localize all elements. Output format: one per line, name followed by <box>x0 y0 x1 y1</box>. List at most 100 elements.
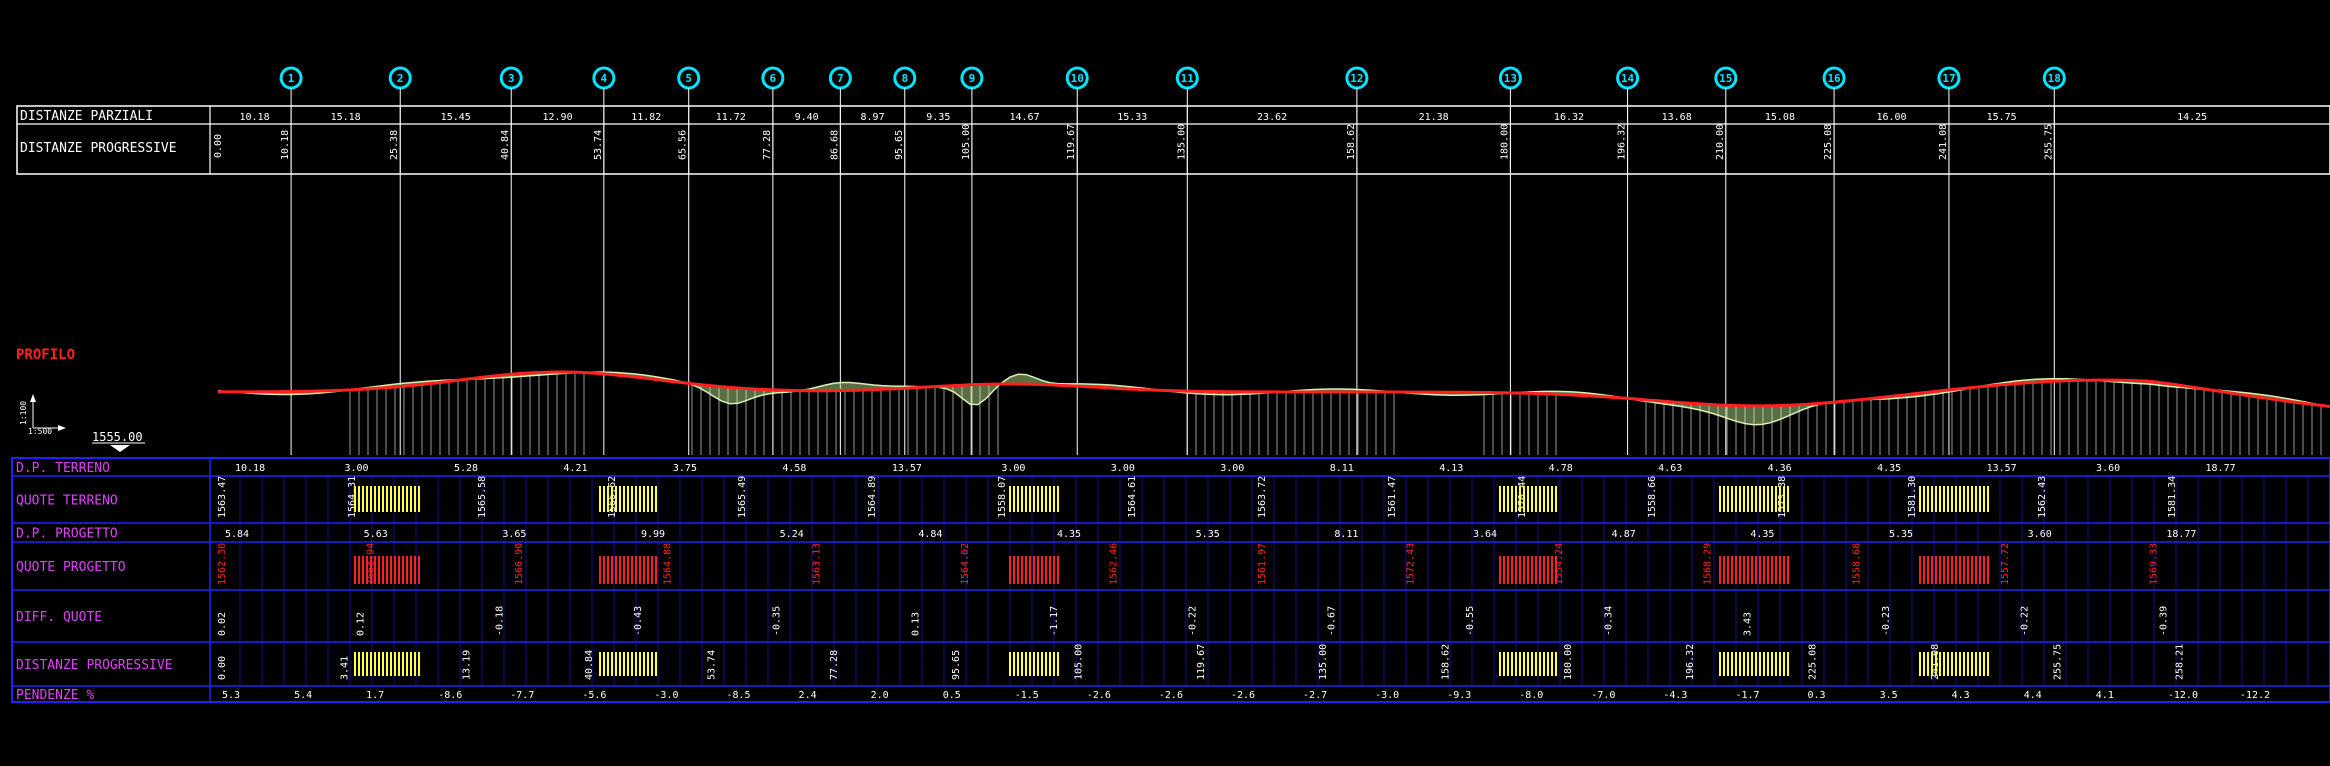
partial-distance: 14.25 <box>2177 112 2207 123</box>
partial-distance: 15.75 <box>1987 112 2017 123</box>
station-marker: 12 158.62 <box>1345 66 1369 455</box>
pendenza-value: -8.5 <box>726 690 750 701</box>
station-progressive: 25.38 <box>389 130 400 160</box>
dp-terreno-value: 4.35 <box>1877 463 1901 474</box>
dp-terreno-value: 13.57 <box>1987 463 2017 474</box>
dp-terreno-value: 3.00 <box>344 463 368 474</box>
partial-distance: 12.90 <box>542 112 572 123</box>
station-number: 14 <box>1621 72 1635 85</box>
station-number: 18 <box>2048 72 2061 85</box>
quota-progetto-value: 1564.88 <box>663 543 674 585</box>
station-number: 15 <box>1719 72 1732 85</box>
header-start-progressive: 0.00 <box>213 134 224 158</box>
partial-distance: 21.38 <box>1419 112 1449 123</box>
quota-progetto-value: 1562.30 <box>217 543 228 585</box>
dp-terreno-value: 4.36 <box>1768 463 1792 474</box>
station-marker: 565.56 <box>677 66 701 455</box>
diff-quota-value: -0.35 <box>772 606 783 636</box>
quota-progetto-value: 1562.46 <box>1108 543 1119 585</box>
prog-value: 95.65 <box>951 650 962 680</box>
dp-terreno-value: 3.00 <box>1220 463 1244 474</box>
prog-value: 158.62 <box>1441 644 1452 680</box>
terrain-line <box>217 371 2330 426</box>
pendenza-value: -3.0 <box>654 690 678 701</box>
pendenza-value: 0.3 <box>1808 690 1826 701</box>
diff-quota-value: -0.55 <box>1465 606 1476 636</box>
partial-distance: 16.00 <box>1876 112 1906 123</box>
table-row-label: QUOTE PROGETTO <box>16 560 126 575</box>
station-progressive: 119.67 <box>1066 124 1077 160</box>
prog-value: 77.28 <box>829 650 840 680</box>
prog-value: 53.74 <box>706 650 717 680</box>
dp-progetto-value: 4.35 <box>1750 529 1774 540</box>
station-number: 13 <box>1504 72 1517 85</box>
pendenza-value: -2.7 <box>1303 690 1327 701</box>
quota-terreno-value: 1564.61 <box>1127 476 1138 518</box>
pendenza-value: -3.0 <box>1375 690 1399 701</box>
diff-quota-value: -0.18 <box>494 606 505 636</box>
diff-quota-value: 0.02 <box>217 612 228 636</box>
dp-progetto-value: 4.35 <box>1057 529 1081 540</box>
pendenza-value: -12.0 <box>2168 690 2198 701</box>
station-number: 4 <box>601 72 608 85</box>
profile-area <box>217 370 2330 455</box>
diff-quota-value: -0.22 <box>1188 606 1199 636</box>
pendenza-value: -5.6 <box>582 690 606 701</box>
dp-terreno-value: 4.78 <box>1549 463 1573 474</box>
quota-terreno-value: 1581.34 <box>2167 476 2178 518</box>
station-progressive: 241.08 <box>1938 124 1949 160</box>
dp-terreno-value: 18.77 <box>2206 463 2236 474</box>
pendenza-value: -4.3 <box>1663 690 1687 701</box>
quota-progetto-value: 1557.72 <box>2000 543 2011 585</box>
station-verticals <box>349 372 2322 455</box>
diff-quota-value: -0.34 <box>1604 606 1615 636</box>
station-progressive: 65.56 <box>678 130 689 160</box>
dp-terreno-value: 3.00 <box>1001 463 1025 474</box>
project-line <box>218 370 2330 408</box>
quota-terreno-value: 1561.47 <box>1387 476 1398 518</box>
quota-progetto-value: 1568.29 <box>1703 543 1714 585</box>
table-row-label: PENDENZE % <box>16 688 94 703</box>
dp-terreno-value: 3.60 <box>2096 463 2120 474</box>
prog-value: 255.75 <box>2052 644 2063 680</box>
station-progressive: 105.00 <box>961 124 972 160</box>
dp-terreno-value: 3.75 <box>673 463 697 474</box>
pendenza-value: -2.6 <box>1159 690 1183 701</box>
quota-terreno-value: 1581.30 <box>1907 476 1918 518</box>
quota-terreno-value: 1562.43 <box>2037 476 2048 518</box>
prog-value: 180.00 <box>1563 644 1574 680</box>
station-marker: 225.38 <box>388 66 412 455</box>
station-number: 5 <box>685 72 692 85</box>
station-progressive: 95.65 <box>894 130 905 160</box>
prog-value: 105.00 <box>1073 644 1084 680</box>
station-number: 9 <box>969 72 976 85</box>
partial-distance: 16.32 <box>1554 112 1584 123</box>
dp-progetto-value: 5.63 <box>364 529 388 540</box>
pendenza-value: 4.3 <box>1952 690 1970 701</box>
dp-progetto-value: 4.87 <box>1612 529 1636 540</box>
quota-terreno-value: 1563.47 <box>217 476 228 518</box>
quota-terreno-value: 1570.44 <box>1517 476 1528 518</box>
header-table-frame <box>16 105 2330 175</box>
station-marker: 453.74 <box>592 66 616 455</box>
station-progressive: 86.68 <box>829 130 840 160</box>
station-progressive: 53.74 <box>593 130 604 160</box>
pendenza-value: 1.7 <box>366 690 384 701</box>
station-progressive: 196.32 <box>1617 124 1628 160</box>
pendenza-value: 5.3 <box>222 690 240 701</box>
pendenza-value: -9.3 <box>1447 690 1471 701</box>
station-progressive: 77.28 <box>762 130 773 160</box>
table-row-label: DIFF. QUOTE <box>16 610 102 625</box>
prog-value: 258.21 <box>2175 644 2186 680</box>
station-progressive: 225.08 <box>1823 124 1834 160</box>
pendenza-value: 2.4 <box>799 690 817 701</box>
diff-quota-value: -0.22 <box>2020 606 2031 636</box>
table-row-label: D.P. TERRENO <box>16 461 110 476</box>
station-number: 7 <box>837 72 844 85</box>
pendenza-value: 4.1 <box>2096 690 2114 701</box>
scale-label: 1:500 <box>28 427 52 436</box>
station-marker: 15 210.00 <box>1714 66 1738 455</box>
prog-value: 40.84 <box>584 650 595 680</box>
station-markers: 110.18225.38340.84453.74565.56677.28786.… <box>279 66 2066 455</box>
